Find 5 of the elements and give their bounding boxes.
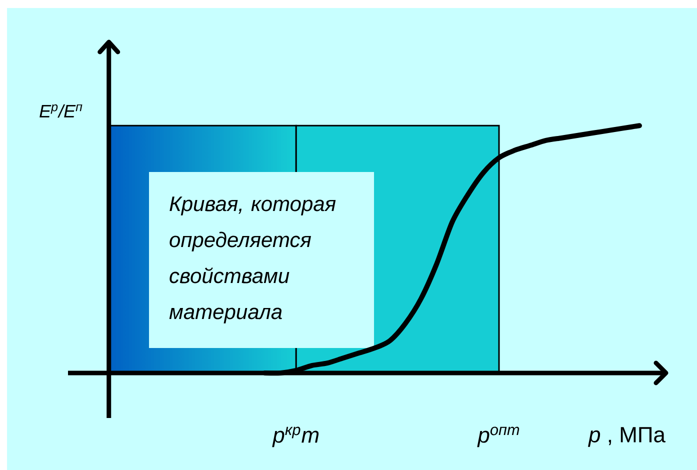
y-axis-title: E$^{р}$/E$^{п}$ [40, 104, 82, 118]
x-tick-label: p$^{кр}$т [272, 426, 319, 448]
x-tick-label: p$^{опт}$ [477, 426, 520, 448]
x-axis-title: p , МПа [588, 427, 666, 447]
annotation: Кривая, которая определяется свойствами материала [169, 196, 336, 324]
